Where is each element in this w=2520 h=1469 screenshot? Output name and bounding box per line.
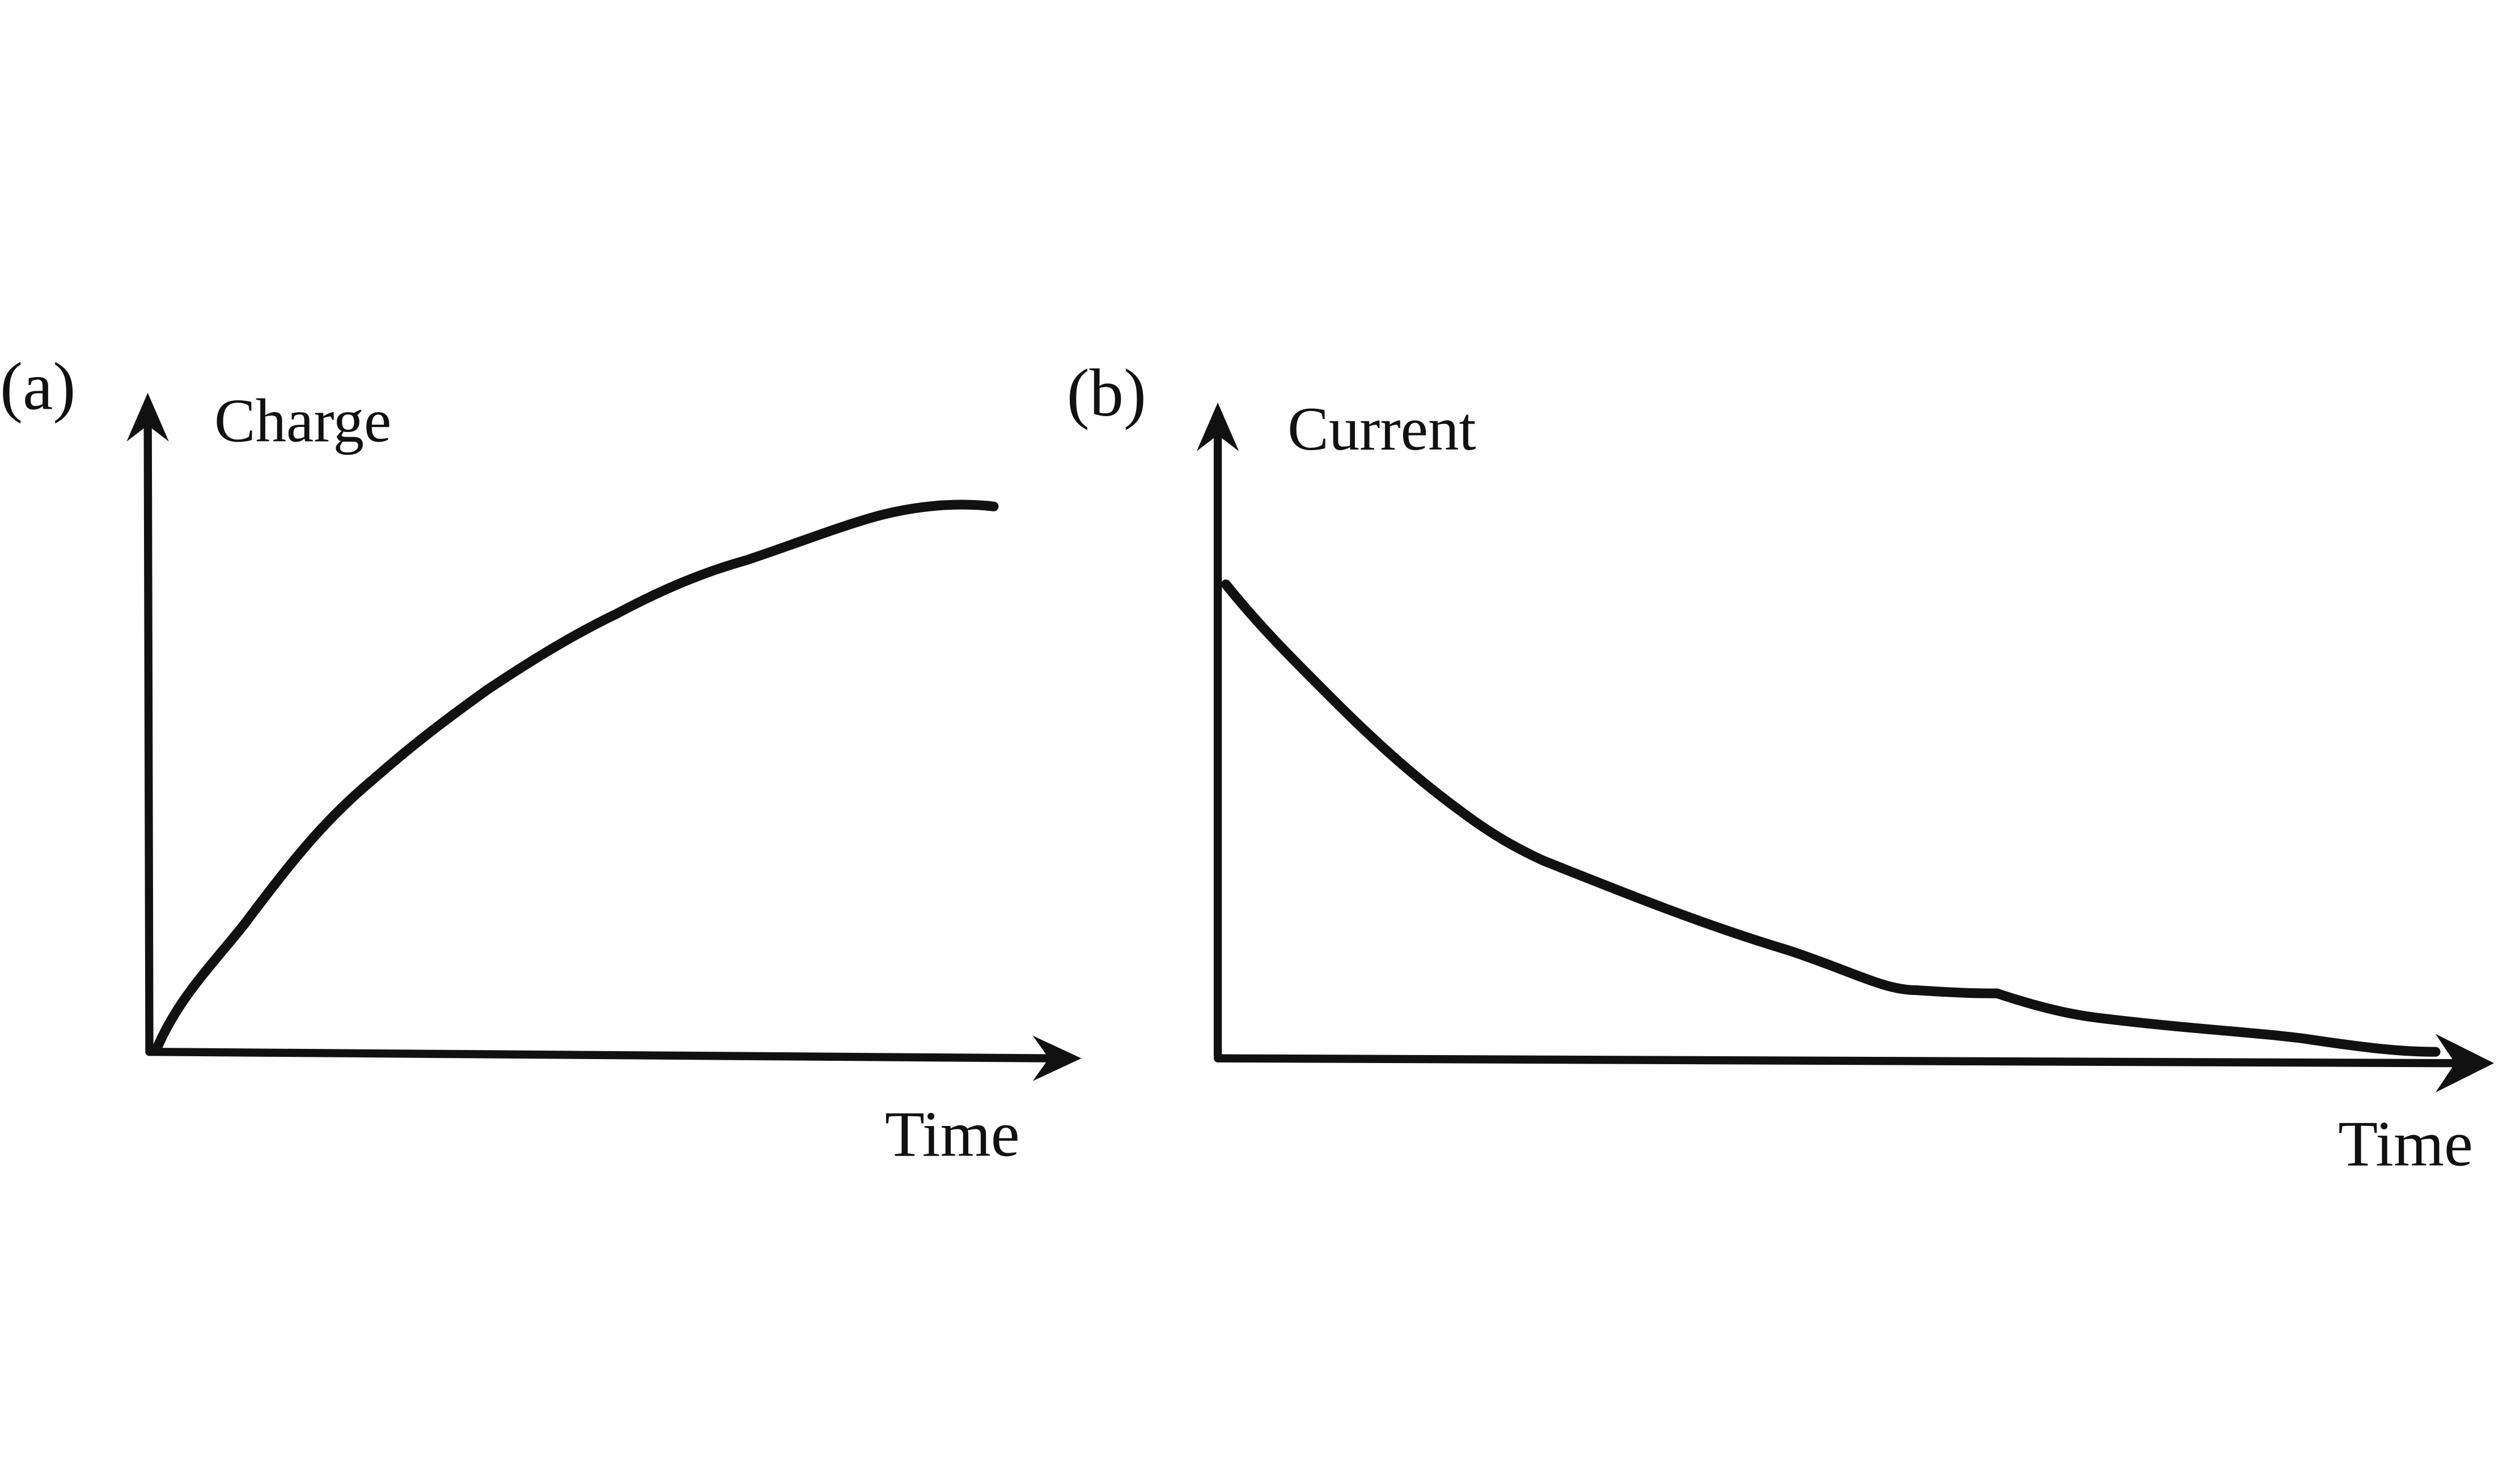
- y-axis-label: Current: [1287, 395, 1476, 463]
- x-axis: [145, 1048, 1060, 1062]
- panel-b: (b) Current Time: [1067, 355, 2494, 1180]
- x-axis-label: Time: [885, 1098, 1020, 1170]
- x-axis-label: Time: [2338, 1108, 2473, 1180]
- current-curve: [1221, 579, 2441, 1057]
- x-axis: [1213, 1054, 2464, 1068]
- panel-tag: (b): [1067, 355, 1146, 431]
- panel-tag: (a): [0, 349, 75, 424]
- y-axis: [143, 414, 154, 1056]
- y-axis-label: Charge: [214, 387, 391, 455]
- panel-a: (a) Charge Time: [0, 349, 1082, 1170]
- x-axis-arrow: [1032, 1035, 1082, 1081]
- y-axis-arrow: [1196, 403, 1239, 451]
- y-axis-arrow: [126, 392, 169, 442]
- x-axis-arrow: [2436, 1034, 2494, 1093]
- charge-curve: [153, 499, 999, 1052]
